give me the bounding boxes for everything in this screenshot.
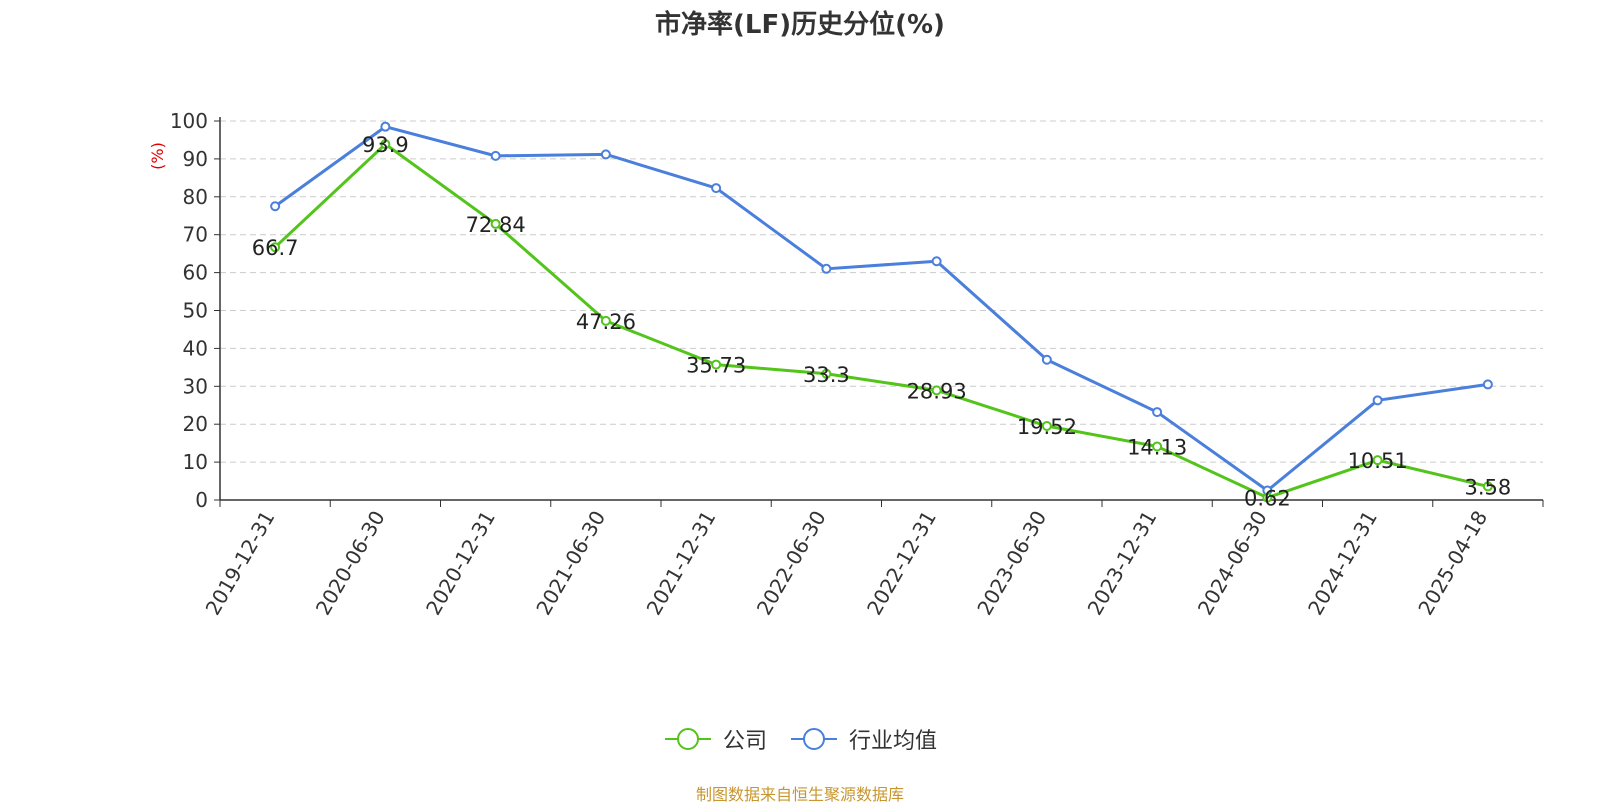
y-tick-label: 20 bbox=[183, 412, 208, 436]
data-label: 66.7 bbox=[252, 236, 299, 260]
y-tick-label: 10 bbox=[183, 450, 208, 474]
data-label: 0.62 bbox=[1244, 487, 1291, 511]
data-label: 72.84 bbox=[466, 213, 526, 237]
data-label: 14.13 bbox=[1127, 435, 1187, 459]
data-label: 19.52 bbox=[1017, 415, 1077, 439]
chart-title: 市净率(LF)历史分位(%) bbox=[655, 10, 945, 40]
data-label: 3.58 bbox=[1464, 475, 1511, 499]
data-point-company[interactable] bbox=[1152, 441, 1163, 452]
x-tick-label: 2019-12-31 bbox=[201, 507, 280, 620]
y-tick-label: 50 bbox=[183, 299, 208, 323]
y-tick-label: 100 bbox=[170, 109, 208, 133]
grid-lines bbox=[220, 120, 1543, 463]
y-tick-label: 0 bbox=[195, 488, 208, 512]
data-point-company[interactable] bbox=[600, 315, 611, 326]
data-label: 35.73 bbox=[686, 354, 746, 378]
data-label: 33.3 bbox=[803, 363, 850, 387]
x-tick-label: 2020-12-31 bbox=[421, 507, 500, 620]
x-tick-label: 2020-06-30 bbox=[311, 507, 390, 620]
data-point-company[interactable] bbox=[1041, 421, 1052, 432]
legend-label-industry-average: 行业均值 bbox=[849, 729, 938, 754]
data-point-industry-average[interactable] bbox=[821, 263, 832, 274]
data-point-company[interactable] bbox=[1372, 455, 1383, 466]
x-tick-label: 2023-06-30 bbox=[972, 507, 1051, 620]
data-point-industry-average[interactable] bbox=[490, 150, 501, 161]
data-label: 10.51 bbox=[1348, 449, 1408, 473]
legend: 公司 行业均值 bbox=[0, 723, 1600, 755]
data-point-company[interactable] bbox=[270, 242, 281, 253]
data-point-company[interactable] bbox=[1262, 492, 1273, 503]
data-point-company[interactable] bbox=[821, 368, 832, 379]
series-layer bbox=[270, 121, 1493, 503]
data-label: 93.9 bbox=[362, 133, 409, 157]
y-tick-label: 70 bbox=[183, 223, 208, 247]
y-tick-label: 80 bbox=[183, 185, 208, 209]
legend-item-industry-average[interactable]: 行业均值 bbox=[789, 723, 937, 755]
data-point-company[interactable] bbox=[931, 385, 942, 396]
legend-label-company: 公司 bbox=[722, 729, 767, 754]
data-point-company[interactable] bbox=[380, 139, 391, 150]
x-tick-label: 2021-12-31 bbox=[642, 507, 721, 620]
data-point-company[interactable] bbox=[490, 218, 501, 229]
data-point-industry-average[interactable] bbox=[270, 201, 281, 212]
data-point-industry-average[interactable] bbox=[1152, 407, 1163, 418]
series-line-industry-average bbox=[274, 125, 1489, 493]
data-point-industry-average[interactable] bbox=[380, 121, 391, 132]
x-tick-label: 2022-12-31 bbox=[862, 507, 941, 620]
legend-marker-industry-average bbox=[791, 728, 837, 750]
source-note: 制图数据来自恒生聚源数据库 bbox=[695, 785, 904, 804]
data-point-industry-average[interactable] bbox=[711, 183, 722, 194]
data-label: 28.93 bbox=[907, 379, 967, 403]
legend-item-company[interactable]: 公司 bbox=[663, 723, 767, 755]
x-tick-label: 2024-12-31 bbox=[1303, 507, 1382, 620]
y-tick-label: 90 bbox=[183, 147, 208, 171]
legend-marker-company bbox=[664, 728, 711, 750]
data-label: 47.26 bbox=[576, 310, 636, 334]
x-tick-label: 2021-06-30 bbox=[531, 507, 610, 620]
x-tick-label: 2023-12-31 bbox=[1083, 507, 1162, 620]
x-tick-label: 2024-06-30 bbox=[1193, 507, 1272, 620]
y-tick-label: 60 bbox=[183, 261, 208, 285]
data-point-industry-average[interactable] bbox=[1372, 395, 1383, 406]
data-point-industry-average[interactable] bbox=[1041, 354, 1052, 365]
x-tick-label: 2022-06-30 bbox=[752, 507, 831, 620]
data-point-industry-average[interactable] bbox=[1482, 379, 1493, 390]
data-point-industry-average[interactable] bbox=[931, 256, 942, 267]
data-labels: 66.7 93.9 72.84 47.26 35.73 33.3 28.93 19.52 14.… bbox=[252, 133, 1512, 511]
data-point-company[interactable] bbox=[1482, 481, 1493, 492]
series-line-company bbox=[274, 142, 1489, 500]
y-tick-label: 30 bbox=[183, 374, 208, 398]
data-point-industry-average[interactable] bbox=[600, 149, 611, 160]
y-tick-label: 40 bbox=[183, 336, 208, 360]
x-tick-label: 2025-04-18 bbox=[1413, 507, 1492, 620]
y-axis-label: (%) bbox=[148, 142, 167, 170]
data-point-company[interactable] bbox=[711, 359, 722, 370]
